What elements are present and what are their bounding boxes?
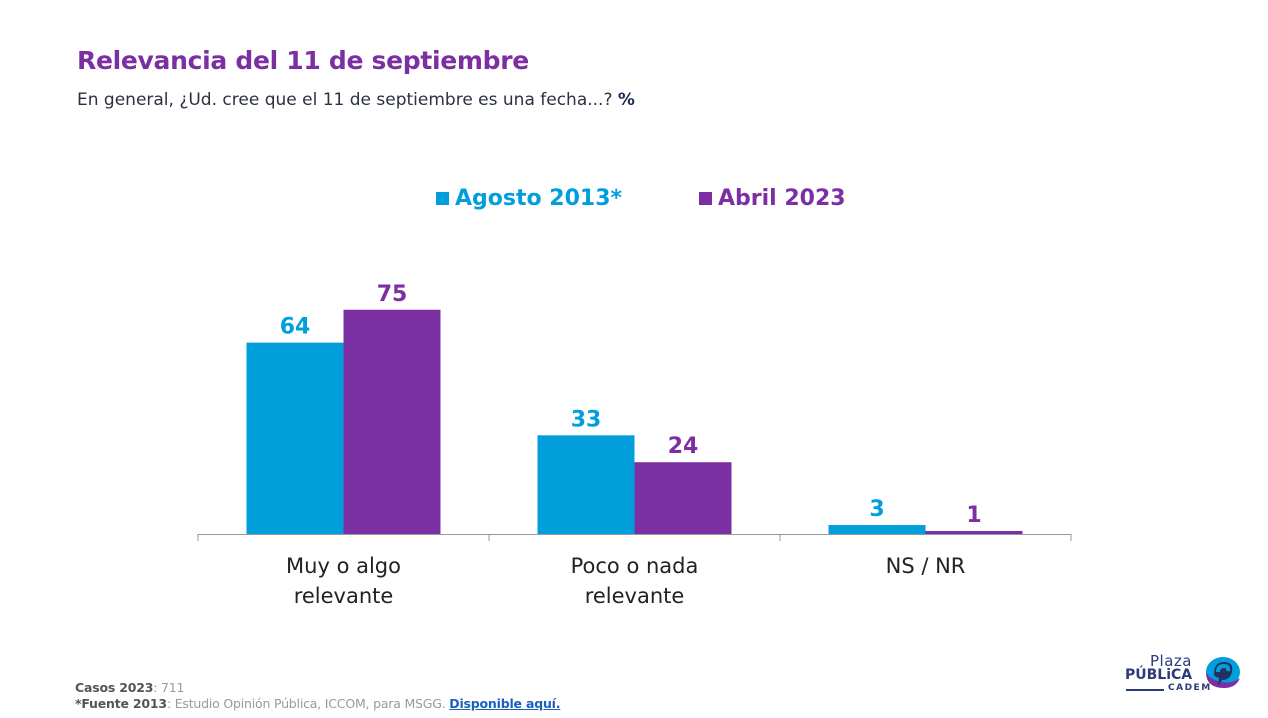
- bar-2013: [246, 342, 344, 534]
- plaza-publica-cadem-logo: Plaza PÚBLiCA CADEM: [1122, 652, 1247, 697]
- data-label: 33: [571, 407, 602, 432]
- chart-title: Relevancia del 11 de septiembre: [77, 46, 529, 75]
- data-label: 1: [966, 503, 981, 528]
- cases-label: Casos 2023: [75, 680, 154, 695]
- category-label: Muy o algo: [286, 554, 401, 578]
- logo-text-plaza: Plaza: [1150, 652, 1192, 670]
- data-label: 75: [377, 282, 408, 307]
- category-label: Poco o nada: [571, 554, 699, 578]
- legend: Agosto 2013* Abril 2023: [0, 186, 1268, 216]
- bar-chart: 64 75 Muy o algo relevante 33 24 Poco o nada re…: [197, 282, 1072, 608]
- legend-item-2023: Abril 2023: [699, 186, 846, 211]
- category-label: relevante: [585, 584, 685, 608]
- logo-text-cadem: CADEM: [1168, 683, 1212, 693]
- bar-2013: [828, 525, 926, 534]
- category-label: relevante: [294, 584, 394, 608]
- legend-swatch-2023: [699, 192, 712, 205]
- cases-value: : 711: [153, 680, 185, 695]
- source-label: *Fuente 2013: [75, 696, 167, 711]
- subtitle-question: En general, ¿Ud. cree que el 11 de septi…: [77, 90, 613, 110]
- bar-2023: [343, 309, 441, 534]
- legend-label-2023: Abril 2023: [718, 186, 846, 211]
- category-label: NS / NR: [886, 554, 966, 578]
- speech-bubble-icon: [1206, 657, 1240, 688]
- source-note: *Fuente 2013: Estudio Opinión Pública, I…: [75, 696, 560, 711]
- logo-text-publica: PÚBLiCA: [1125, 667, 1193, 683]
- legend-swatch-2013: [436, 192, 449, 205]
- logo-underline: [1126, 689, 1164, 691]
- data-label: 3: [869, 497, 884, 522]
- bar-2013: [537, 435, 635, 534]
- source-link[interactable]: Disponible aquí.: [449, 696, 561, 711]
- data-label: 64: [280, 315, 311, 340]
- cases-note: Casos 2023: 711: [75, 680, 184, 695]
- legend-item-2013: Agosto 2013*: [436, 186, 622, 211]
- source-text: : Estudio Opinión Pública, ICCOM, para M…: [166, 696, 450, 711]
- bar-2023: [634, 462, 732, 534]
- chart-subtitle: En general, ¿Ud. cree que el 11 de septi…: [77, 90, 635, 110]
- data-label: 24: [668, 434, 699, 459]
- subtitle-unit: %: [617, 90, 635, 110]
- legend-label-2013: Agosto 2013*: [455, 186, 623, 211]
- bar-2023: [925, 531, 1023, 534]
